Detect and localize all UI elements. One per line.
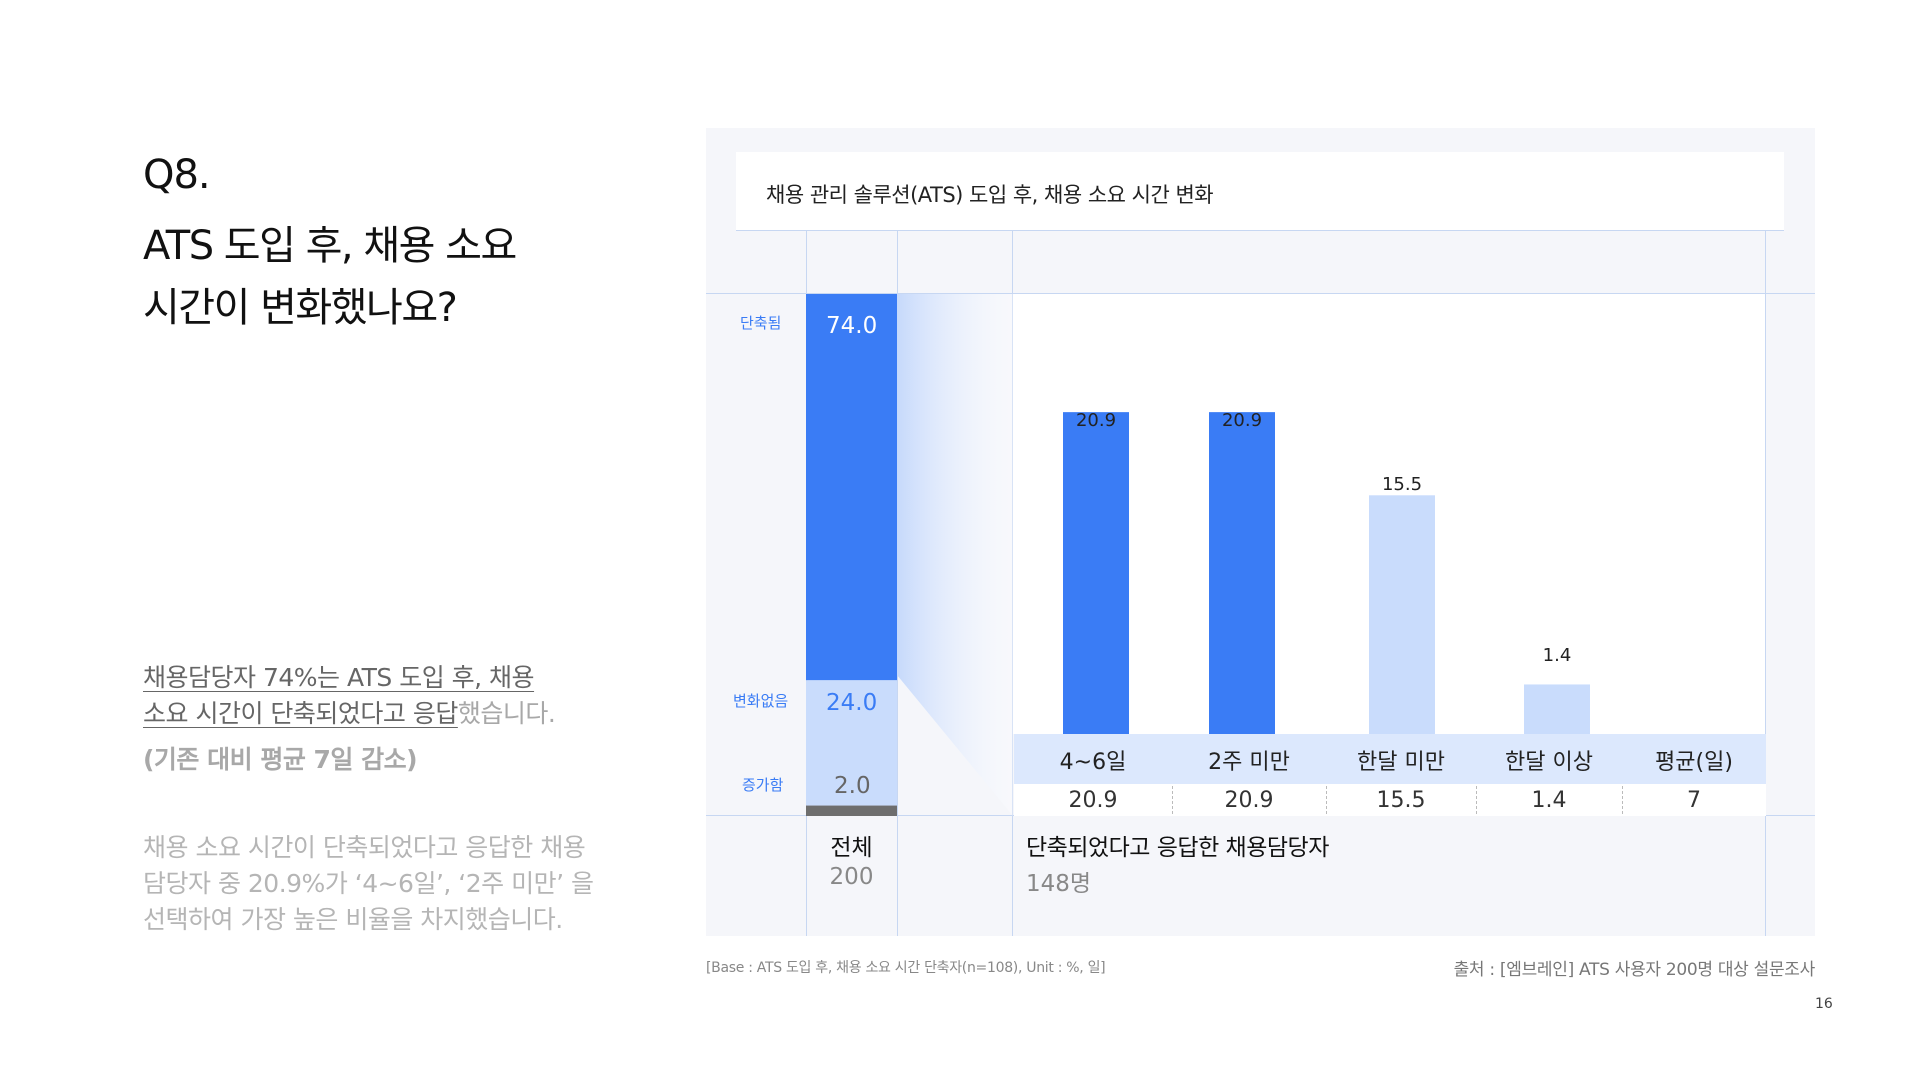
bar-label-1: 20.9 [1221,410,1263,431]
category-row [1014,734,1766,784]
summary-tail: 했습니다. [457,699,556,728]
stack-value-shortened: 74.0 [826,313,878,339]
value-separator-2 [1326,786,1327,814]
question-label: Q8. [143,152,211,198]
total-label: 전체 [830,835,873,861]
summary-underlined-1: 채용담당자 74%는 ATS 도입 후, 채용 [143,663,535,692]
footer-source: 출처 : [엠브레인] ATS 사용자 200명 대상 설문조사 [1453,960,1816,980]
bar-1 [1209,412,1275,734]
value-average-days: 7 [1687,788,1701,813]
value-separator-3 [1476,786,1477,814]
question-title-line-1: ATS 도입 후, 채용 소요 [143,223,517,269]
total-base: 200 [829,864,874,890]
summary-underlined-2: 소요 시간이 단축되었다고 응답 [143,699,458,728]
value-over-month: 1.4 [1531,788,1567,813]
stacked-segment-0 [806,294,897,681]
question-title-line-2: 시간이 변화했나요? [143,285,458,331]
connector-shape [897,294,1013,816]
grid-line-top [706,293,1815,294]
value-4-6days: 20.9 [1068,788,1118,813]
stacked-segment-1 [806,680,897,806]
chart-title: 채용 관리 솔루션(ATS) 도입 후, 채용 소요 시간 변화 [766,183,1214,207]
summary-note: (기존 대비 평균 7일 감소) [143,745,418,774]
footer-base-note: [Base : ATS 도입 후, 채용 소요 시간 단축자(n=108), U… [706,960,1106,976]
detail-text: 채용 소요 시간이 단축되었다고 응답한 채용 담당자 중 20.9%가 ‘4~… [143,830,663,938]
category-under-month: 한달 미만 [1357,750,1445,775]
summary-text: 채용담당자 74%는 ATS 도입 후, 채용 소요 시간이 단축되었다고 응답… [143,660,663,732]
detail-line-1: 채용 소요 시간이 단축되었다고 응답한 채용 [143,833,586,862]
category-over-month: 한달 이상 [1505,750,1593,775]
stack-value-increase: 2.0 [834,773,871,799]
chart-title-box [736,152,1784,230]
value-under-2weeks: 20.9 [1224,788,1274,813]
shortened-group-label: 단축되었다고 응답한 채용담당자 [1026,835,1329,861]
label-nochange: 변화없음 [733,692,789,710]
stacked-segment-2 [806,805,897,816]
bar-label-0: 20.9 [1075,410,1117,431]
question-title: ATS 도입 후, 채용 소요 시간이 변화했나요? [143,215,517,339]
stacked-bar-chart [806,294,897,816]
breakdown-bar-chart [1063,412,1590,734]
detail-line-3: 선택하여 가장 높은 비율을 차지했습니다. [143,905,563,934]
bar-label-2: 15.5 [1381,474,1423,495]
value-row [1014,784,1766,816]
category-4-6days: 4~6일 [1059,750,1127,775]
value-under-month: 15.5 [1376,788,1426,813]
bar-0 [1063,412,1129,734]
stack-value-nochange: 24.0 [826,690,878,716]
detail-line-2: 담당자 중 20.9%가 ‘4~6일’, ‘2주 미만’ 을 [143,869,594,898]
page-number: 16 [1815,996,1833,1012]
grid-vline-4 [1765,230,1766,936]
value-separator-4 [1622,786,1623,814]
shortened-group-base: 148명 [1026,871,1092,897]
value-separator-1 [1172,786,1173,814]
grid-line-title-bottom [736,230,1784,231]
category-under-2weeks: 2주 미만 [1208,750,1290,775]
label-shortened: 단축됨 [740,314,782,332]
category-average-days: 평균(일) [1655,750,1733,775]
bar-2 [1369,495,1435,734]
bar-label-3: 1.4 [1542,645,1572,666]
bar-3 [1524,684,1590,734]
label-increase: 증가함 [742,776,784,794]
